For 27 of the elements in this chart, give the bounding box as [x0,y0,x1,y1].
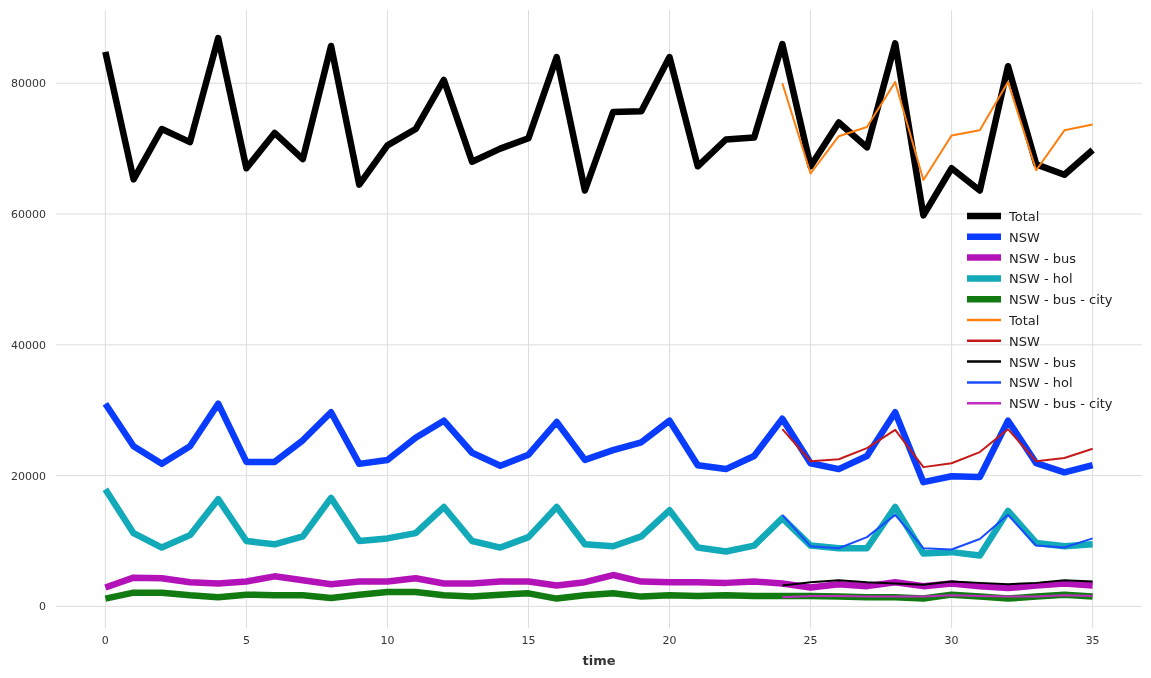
line-series [781,428,1094,469]
legend-label: NSW - bus [1009,354,1077,370]
x-tick-label: 0 [101,634,109,647]
legend-label: NSW - hol [1009,271,1073,287]
legend-label: NSW - bus [1009,250,1077,266]
x-tick-label: 25 [803,634,818,647]
legend-label: NSW [1009,229,1040,245]
x-tick-label: 30 [944,634,959,647]
y-tick-label: 80000 [11,77,46,91]
x-axis-title: time [582,653,616,668]
legend-label: Total [1008,209,1040,224]
y-tick-label: 0 [39,600,46,614]
line-series [781,80,1094,182]
x-tick-label: 20 [662,634,677,647]
y-tick-label: 60000 [11,208,46,222]
y-tick-label: 40000 [11,338,46,352]
legend-label: NSW - bus - city [1009,396,1113,412]
line-series [781,513,1094,551]
legend-label: NSW - bus - city [1009,292,1113,308]
legend-label: NSW [1009,333,1040,349]
x-tick-label: 15 [521,634,536,647]
legend-label: NSW - hol [1009,375,1073,391]
x-tick-label: 5 [242,634,250,647]
y-tick-label: 20000 [11,469,46,483]
legend-label: Total [1008,313,1040,328]
x-tick-label: 10 [380,634,395,647]
x-tick-label: 35 [1085,634,1100,647]
